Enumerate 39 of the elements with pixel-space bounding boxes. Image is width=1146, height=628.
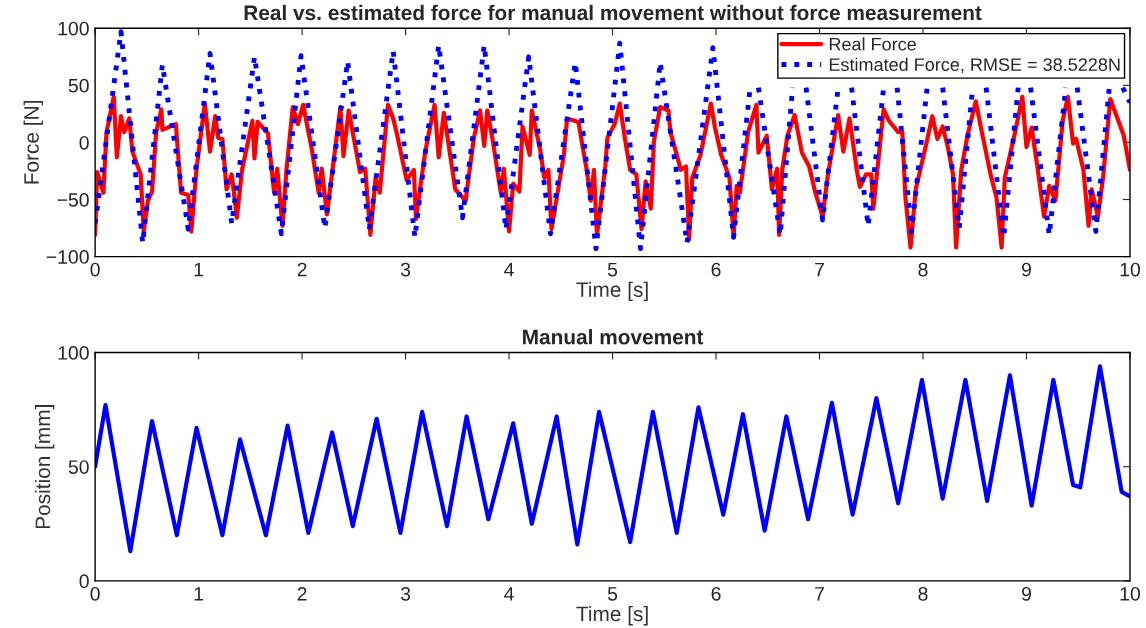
x-tick-label: 8 <box>918 586 928 601</box>
x-axis-title: Time [s] <box>576 605 648 626</box>
x-tick-label: 7 <box>815 262 824 277</box>
x-tick-label: 2 <box>297 262 307 277</box>
x-tick-label: 0 <box>90 262 100 277</box>
y-axis-title: Force [N] <box>23 101 43 184</box>
y-tick-label: 50 <box>68 460 89 474</box>
x-tick-label: 1 <box>194 262 204 277</box>
y-tick-label: −50 <box>57 193 89 207</box>
x-tick-label: 6 <box>711 262 721 277</box>
x-tick-label: 3 <box>400 262 411 277</box>
y-tick-label: 100 <box>58 346 89 360</box>
x-tick-label: 1 <box>194 587 204 601</box>
x-tick-label: 7 <box>815 587 824 601</box>
x-tick-label: 8 <box>918 262 928 277</box>
x-tick-label: 0 <box>90 586 100 601</box>
y-axis-title: Position [mm] <box>34 405 55 529</box>
y-tick-label: −100 <box>46 250 89 264</box>
x-tick-label: 9 <box>1021 262 1031 277</box>
y-tick-label: 100 <box>58 21 89 36</box>
x-tick-label: 5 <box>607 587 618 601</box>
x-tick-label: 10 <box>1120 586 1141 601</box>
x-tick-label: 10 <box>1120 262 1141 277</box>
x-axis-title: Time [s] <box>576 281 648 302</box>
x-tick-label: 4 <box>504 262 514 277</box>
y-tick-label: 0 <box>79 574 89 589</box>
y-tick-label: 50 <box>68 78 89 93</box>
line-series <box>95 364 1130 554</box>
y-tick-label: 0 <box>79 135 89 150</box>
legend-label: Estimated Force, RMSE = 38.5228N <box>829 57 1120 74</box>
x-tick-label: 3 <box>400 586 411 601</box>
x-tick-label: 9 <box>1021 586 1031 601</box>
x-tick-label: 5 <box>607 262 618 277</box>
legend-label: Real Force <box>829 37 916 51</box>
x-tick-label: 6 <box>711 586 721 601</box>
x-tick-label: 2 <box>297 586 307 601</box>
chart-title: Manual movement <box>523 329 704 345</box>
chart-title: Real vs. estimated force for manual movement without force measurement <box>244 4 982 21</box>
x-tick-label: 4 <box>504 587 514 601</box>
